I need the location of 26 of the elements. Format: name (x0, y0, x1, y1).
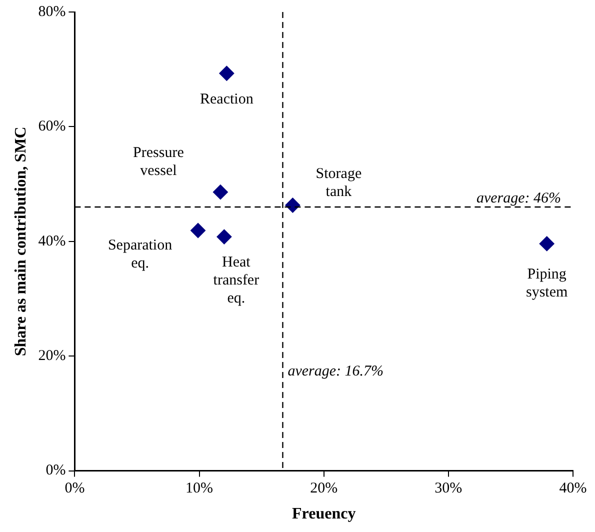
point (219, 66, 234, 81)
annotation: Reaction (200, 91, 254, 108)
y-tick-label: 60% (38, 118, 66, 135)
annotation: Pressure vessel (133, 145, 184, 180)
y-tick-label: 0% (46, 462, 66, 479)
annotation: Piping system (526, 266, 568, 301)
y-tick-label: 40% (38, 233, 66, 250)
y-tick-label: 80% (38, 4, 66, 20)
ref-line-label: average: 46% (476, 190, 561, 206)
point (212, 184, 228, 200)
x-tick-label: 20% (310, 480, 338, 497)
x-axis-title: Freuency (292, 506, 356, 523)
point (190, 223, 206, 238)
x-tick-label: 30% (434, 480, 462, 497)
x-tick-label: 40% (559, 480, 587, 497)
annotation: Storage tank (316, 166, 362, 200)
annotation: Heat transfer eq. (213, 254, 260, 307)
x-tick-label: 0% (64, 480, 85, 497)
point (539, 236, 554, 252)
point (216, 229, 232, 244)
point (285, 198, 300, 213)
ref-line-label: average: 16.7% (288, 363, 384, 380)
annotation: Separation eq. (108, 237, 173, 272)
y-axis-title: Share as main contribution, SMC (12, 126, 30, 356)
y-tick-label: 20% (38, 348, 66, 364)
x-tick-label: 10% (186, 480, 214, 497)
